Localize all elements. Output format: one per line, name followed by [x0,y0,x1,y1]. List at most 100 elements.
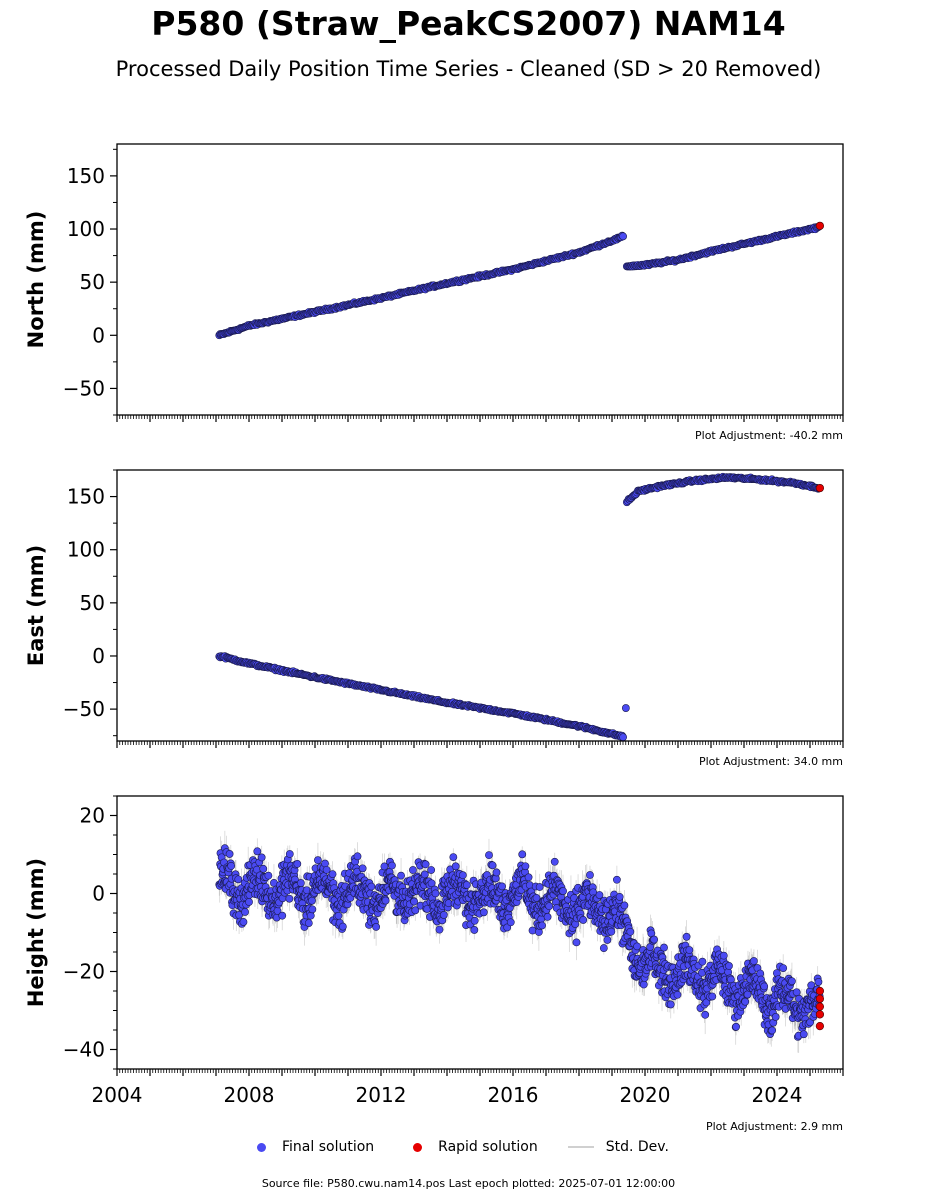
y-tick-label: 100 [67,538,105,562]
y-tick-label: 0 [92,882,105,906]
rapid-point [815,986,825,996]
outlier-point [621,704,630,712]
data-point [685,946,694,954]
data-point [807,981,816,990]
data-point [708,992,717,1001]
data-point [470,926,479,934]
data-point [521,862,530,871]
y-tick-label: 100 [67,217,105,241]
data-point [719,951,728,960]
data-point [528,926,537,935]
y-tick-label: 0 [92,644,105,668]
y-tick-label: 50 [80,591,105,615]
data-point [698,957,707,966]
data-point [488,861,497,870]
plot-area [215,472,825,741]
data-point [409,866,417,874]
data-point [603,936,612,944]
data-point [296,879,305,887]
y-tick-label: 50 [80,270,105,294]
y-tick-label: 20 [80,804,105,828]
data-point [814,978,823,986]
plot-area [215,830,825,1053]
data-point [682,932,691,941]
data-point [498,882,506,891]
data-point [462,881,471,889]
data-point [245,898,253,906]
data-point [586,871,594,879]
data-point [234,875,243,884]
y-axis-label: East (mm) [24,545,48,666]
data-point [535,883,544,891]
data-point [595,891,604,899]
data-point [388,861,396,870]
data-point [768,1026,777,1035]
data-point [278,911,287,920]
data-point [451,862,460,871]
data-point [259,864,268,873]
data-point [420,870,429,879]
data-point [435,925,444,934]
data-point [799,1030,808,1039]
data-point [293,860,302,868]
data-point [492,868,501,877]
data-point [439,911,448,919]
data-point [633,942,641,951]
data-point [421,860,430,869]
plot-adjustment: Plot Adjustment: 34.0 mm [699,755,843,768]
rapid-point [815,994,825,1003]
data-point [779,964,788,972]
data-point [449,853,458,861]
data-point [338,922,347,931]
chart-title: P580 (Straw_PeakCS2007) NAM14 [151,4,786,43]
data-point [257,853,266,862]
data-point [381,896,390,905]
panel-1: −50 0 50 100 150 East (mm) Plot Adjustment: 34… [24,469,844,768]
data-point [615,892,624,901]
chart-subtitle: Processed Daily Position Time Series - C… [115,57,822,81]
data-point [579,916,588,924]
data-point [427,866,436,874]
data-point [524,873,533,882]
data-point [372,923,381,931]
data-point [506,918,515,927]
data-point [760,982,769,991]
data-point [485,851,493,860]
data-point [732,1022,740,1031]
data-point [538,921,546,930]
data-point [353,852,362,861]
data-point [285,894,294,903]
data-point [620,901,629,910]
plot-adjustment: Plot Adjustment: -40.2 mm [695,429,843,442]
data-point [308,896,316,905]
data-point [431,889,440,898]
plot-area [215,221,825,340]
data-point [619,733,627,741]
rapid-point [815,1021,825,1031]
data-point [241,908,249,916]
rapid-point [815,1010,825,1019]
y-tick-label: −50 [63,376,105,400]
data-point [612,875,621,884]
y-tick-label: −50 [63,697,105,721]
data-point [572,938,581,947]
data-point [619,232,627,241]
rapid-point [815,1002,825,1011]
data-point [750,957,758,965]
data-point [227,861,236,870]
data-point [479,908,488,917]
data-point [328,870,337,878]
data-point [532,894,541,902]
data-point [304,919,313,927]
y-axis-label: North (mm) [24,211,48,349]
plot-frame [116,469,844,742]
y-tick-label: −40 [63,1038,105,1062]
data-point [559,887,567,896]
data-point [792,988,801,997]
rapid-point [815,483,825,493]
data-point [518,850,527,859]
data-point [543,913,552,921]
data-point [358,864,367,873]
data-point [253,847,262,856]
